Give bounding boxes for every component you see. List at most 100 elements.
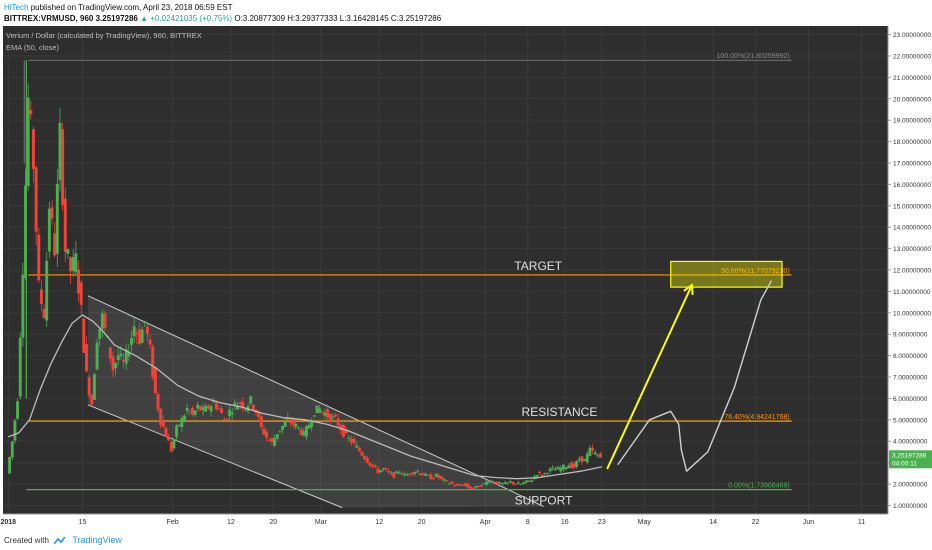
time-tick-label: 12 bbox=[227, 519, 235, 526]
candle-body bbox=[108, 347, 112, 359]
candle-body bbox=[408, 473, 412, 475]
candle-body bbox=[130, 337, 133, 345]
candle-body bbox=[445, 480, 449, 482]
candle-body bbox=[368, 462, 372, 466]
candle-body bbox=[87, 377, 91, 396]
candle-body bbox=[63, 198, 67, 252]
candle-body bbox=[551, 467, 555, 469]
candle-body bbox=[501, 483, 504, 485]
candle-body bbox=[395, 471, 398, 474]
candle-body bbox=[10, 441, 14, 458]
candle-body bbox=[291, 418, 295, 425]
candle-body bbox=[331, 416, 335, 418]
candle-body bbox=[34, 167, 38, 232]
candle-body bbox=[432, 477, 436, 479]
price-chart[interactable]: 50.00%(11.77079230) 76.40%(4.94241768) 0.0… bbox=[0, 26, 932, 528]
candle-body bbox=[493, 481, 496, 483]
candle-body bbox=[334, 414, 337, 417]
tradingview-link[interactable]: TradingView bbox=[72, 535, 122, 545]
candle-body bbox=[45, 260, 49, 321]
time-tick-label: 12 bbox=[375, 519, 383, 526]
level-label: 76.40%(4.94241768) bbox=[724, 414, 789, 421]
candle-body bbox=[262, 428, 266, 435]
candle-body bbox=[593, 452, 597, 455]
candle-body bbox=[585, 453, 589, 463]
candle-body bbox=[519, 483, 523, 485]
candle-body bbox=[342, 424, 345, 437]
candle-body bbox=[230, 412, 234, 415]
candle-body bbox=[506, 482, 510, 484]
author-link[interactable]: HiTech bbox=[4, 3, 29, 12]
price-tick-label: 13.00000000 bbox=[893, 246, 931, 253]
candle-body bbox=[74, 253, 78, 273]
candle-body bbox=[485, 481, 489, 485]
price-tag-countdown: 04:00:11 bbox=[892, 460, 917, 467]
price-axis[interactable]: 1.000000002.000000003.000000004.00000000… bbox=[887, 26, 932, 528]
candle-body bbox=[42, 308, 46, 319]
candle-body bbox=[376, 468, 380, 473]
candle-body bbox=[294, 423, 298, 427]
candle-body bbox=[188, 411, 192, 413]
candle-body bbox=[508, 481, 512, 483]
time-tick-label: 16 bbox=[561, 519, 569, 526]
time-tick-label: May bbox=[638, 519, 652, 526]
candle-body bbox=[554, 469, 557, 471]
projection-arrow-line bbox=[606, 284, 693, 470]
candle-body bbox=[18, 337, 22, 397]
channel-lower-line bbox=[87, 404, 343, 509]
candle-body bbox=[82, 318, 86, 353]
candle-body bbox=[477, 485, 481, 488]
candle-body bbox=[69, 257, 73, 272]
resistance-label: RESISTANCE bbox=[522, 405, 598, 419]
candle-body bbox=[429, 474, 433, 480]
candle-body bbox=[233, 402, 237, 405]
annotations: TARGET RESISTANCE SUPPORT bbox=[514, 259, 783, 508]
grid-lines bbox=[3, 26, 888, 514]
candle-body bbox=[416, 470, 420, 473]
time-tick-label: Mar bbox=[315, 519, 328, 526]
candle-body bbox=[8, 457, 12, 474]
candle-body bbox=[546, 473, 549, 475]
candle-body bbox=[267, 439, 271, 441]
candle-body bbox=[490, 480, 494, 482]
candle-body bbox=[32, 129, 35, 169]
price-tick-label: 10.00000000 bbox=[893, 310, 931, 317]
candle-body bbox=[114, 363, 118, 369]
candle-body bbox=[575, 460, 579, 467]
price-axis-bg bbox=[888, 26, 932, 528]
candle-body bbox=[514, 483, 518, 485]
candle-body bbox=[424, 473, 428, 476]
candle-body bbox=[559, 467, 563, 472]
candle-body bbox=[307, 424, 311, 429]
candle-body bbox=[143, 321, 147, 324]
price-tag-value: 3.25197286 bbox=[892, 452, 927, 459]
projection-path bbox=[617, 280, 773, 472]
candle-body bbox=[387, 470, 390, 473]
publish-date: published on TradingView.com, April 23, … bbox=[30, 3, 233, 12]
candle-body bbox=[355, 445, 359, 448]
candle-body bbox=[458, 485, 462, 487]
candle-body bbox=[392, 472, 396, 478]
price-tick-label: 2.00000000 bbox=[893, 482, 928, 489]
candle-body bbox=[296, 427, 300, 429]
level-label: 0.00%(1.73908469) bbox=[728, 483, 790, 490]
candle-body bbox=[196, 404, 200, 409]
candle-body bbox=[66, 249, 70, 254]
time-tick-label: 20 bbox=[269, 519, 277, 526]
price-change: +0.02421035 (+0.75%) bbox=[150, 14, 233, 23]
footer: Created with TradingView bbox=[4, 535, 122, 545]
candle-body bbox=[498, 482, 502, 484]
candle-body bbox=[352, 438, 356, 443]
price-tick-label: 6.00000000 bbox=[893, 396, 928, 403]
candle-body bbox=[538, 471, 542, 474]
time-axis[interactable]: 2018 15 Feb 12 20 Mar 12 20 Apr 9 16 23 May 14 22 Jun 11 bbox=[1, 513, 888, 526]
candle-body bbox=[153, 367, 157, 394]
candle-body bbox=[474, 485, 478, 488]
price-tick-label: 4.00000000 bbox=[893, 439, 928, 446]
candle-body bbox=[450, 481, 454, 484]
candle-body bbox=[540, 474, 544, 477]
candle-body bbox=[405, 474, 409, 476]
candle-body bbox=[251, 404, 255, 410]
candle-body bbox=[283, 421, 287, 427]
candle-body bbox=[471, 487, 475, 489]
